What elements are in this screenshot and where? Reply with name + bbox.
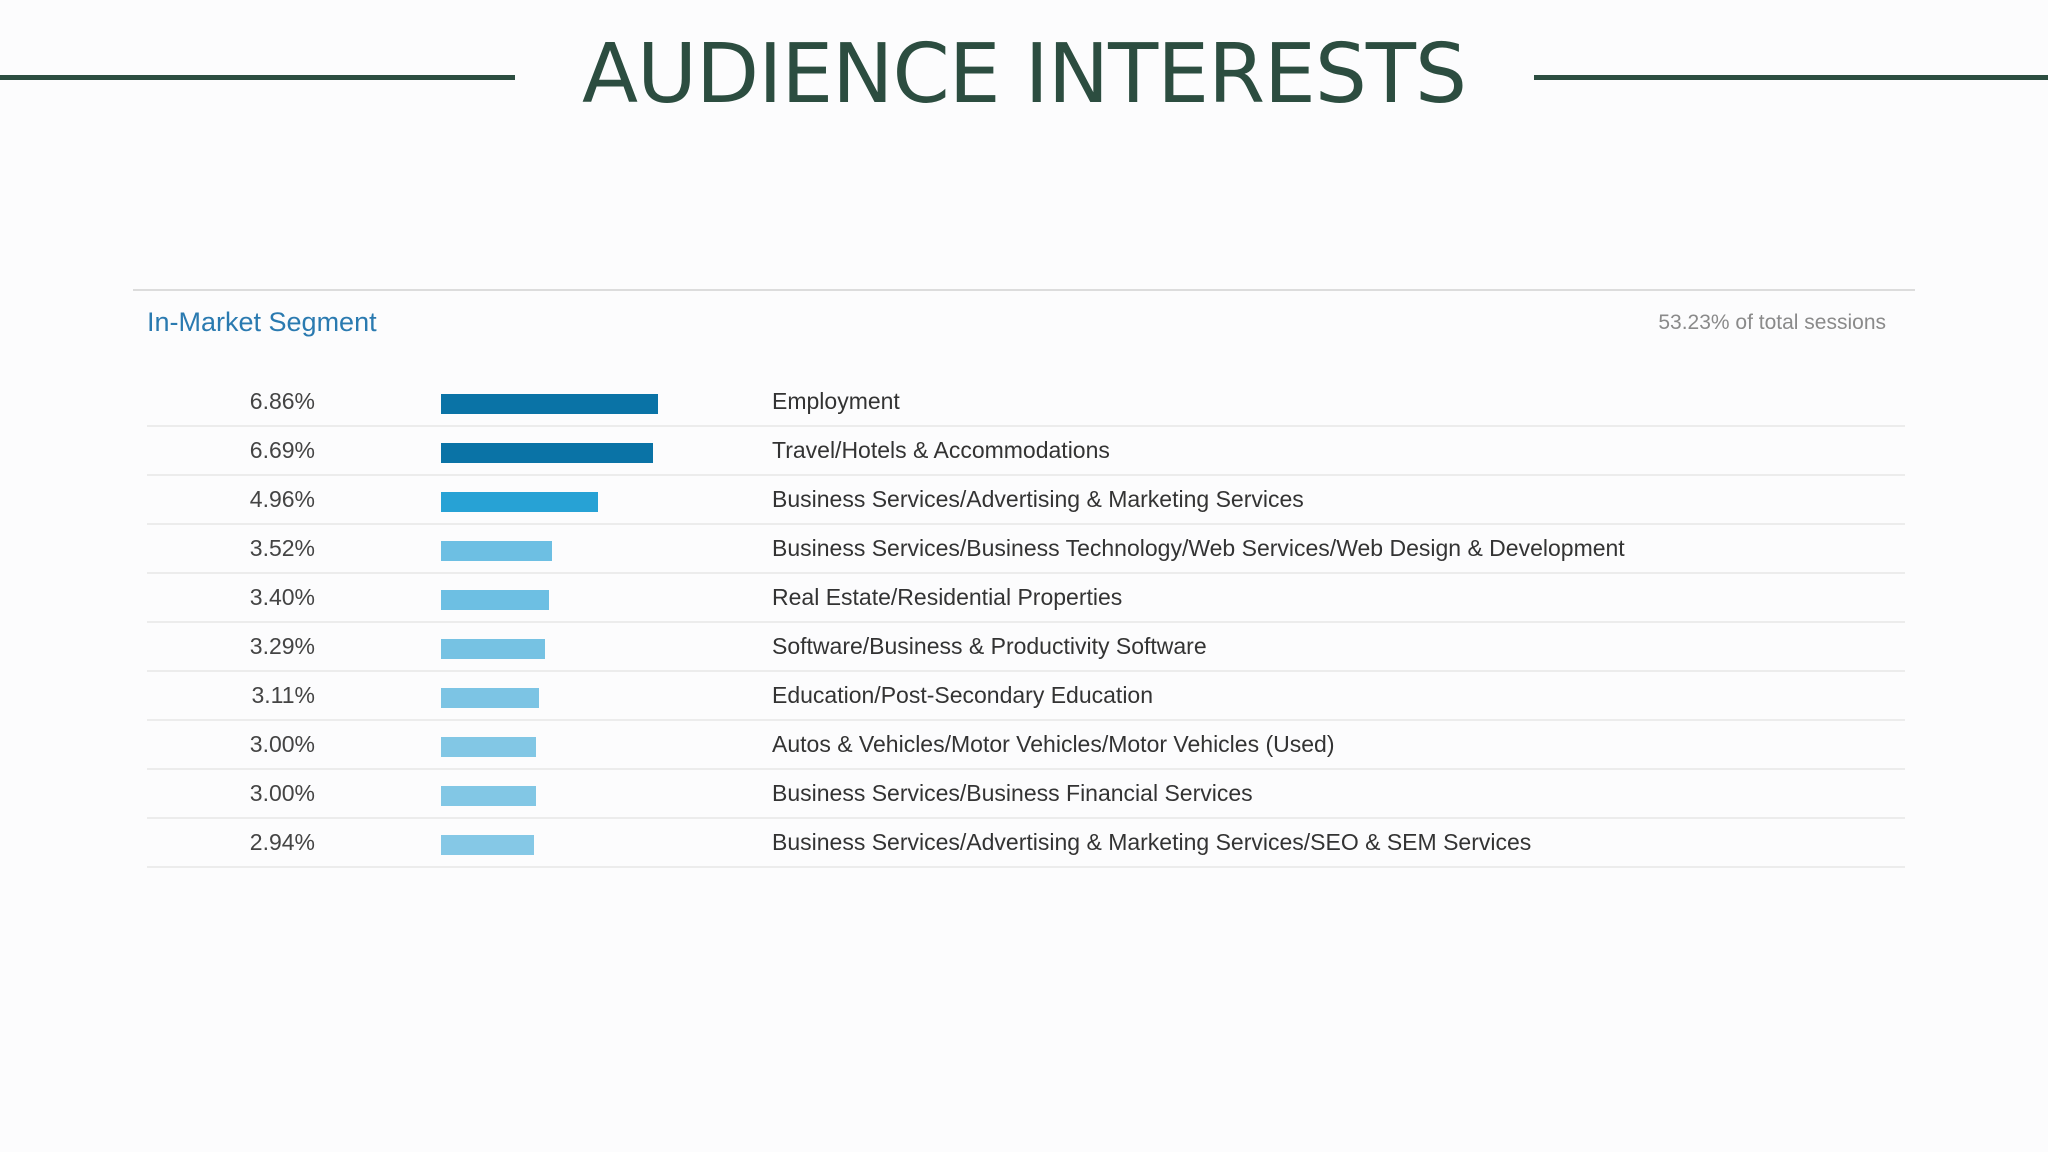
category-label: Business Services/Advertising & Marketin… xyxy=(772,486,1304,512)
segment-rows: 6.86% Employment 6.69% Travel/Hotels & Acco… xyxy=(147,378,1905,868)
value-label: 3.00% xyxy=(249,731,315,757)
table-row: 3.29% Software/Business & Productivity So… xyxy=(147,623,1905,672)
bar xyxy=(441,688,539,708)
bar xyxy=(441,835,534,855)
table-row: 3.52% Business Services/Business Technolo… xyxy=(147,525,1905,574)
value-label: 3.52% xyxy=(249,535,315,561)
category-label: Business Services/Business Financial Ser… xyxy=(772,780,1253,806)
table-row: 6.86% Employment xyxy=(147,378,1905,427)
page-title: AUDIENCE INTERESTS xyxy=(581,27,1467,122)
table-row: 3.00% Business Services/Business Financia… xyxy=(147,770,1905,819)
category-label: Business Services/Business Technology/We… xyxy=(772,535,1625,561)
category-label: Real Estate/Residential Properties xyxy=(772,584,1123,610)
bar xyxy=(441,541,552,561)
table-row: 4.96% Business Services/Advertising & Mar… xyxy=(147,476,1905,525)
bar xyxy=(441,394,658,414)
title-rule-right xyxy=(1534,75,2048,80)
table-row: 6.69% Travel/Hotels & Accommodations xyxy=(147,427,1905,476)
title-rule-left xyxy=(0,75,515,80)
value-label: 3.29% xyxy=(249,633,315,659)
table-row: 3.00% Autos & Vehicles/Motor Vehicles/Mot… xyxy=(147,721,1905,770)
table-row: 3.40% Real Estate/Residential Properties xyxy=(147,574,1905,623)
value-label: 2.94% xyxy=(249,829,315,855)
bar xyxy=(441,737,536,757)
table-row: 2.94% Business Services/Advertising & Mar… xyxy=(147,819,1905,868)
category-label: Software/Business & Productivity Softwar… xyxy=(772,633,1207,659)
bar xyxy=(441,786,536,806)
category-label: Business Services/Advertising & Marketin… xyxy=(772,829,1532,855)
category-label: Travel/Hotels & Accommodations xyxy=(772,437,1110,463)
table-row: 3.11% Education/Post-Secondary Education xyxy=(147,672,1905,721)
bar xyxy=(441,639,545,659)
bar xyxy=(441,492,598,512)
category-label: Employment xyxy=(772,388,900,414)
chart-title: In-Market Segment xyxy=(147,307,377,337)
value-label: 6.69% xyxy=(249,437,315,463)
bar xyxy=(441,590,549,610)
chart-subtitle: 53.23% of total sessions xyxy=(1658,311,1886,334)
bar xyxy=(441,443,653,463)
category-label: Education/Post-Secondary Education xyxy=(772,682,1154,708)
value-label: 3.40% xyxy=(249,584,315,610)
value-label: 3.00% xyxy=(249,780,315,806)
value-label: 4.96% xyxy=(249,486,315,512)
in-market-segment-panel: In-Market Segment 53.23% of total sessio… xyxy=(133,289,1915,869)
panel-divider xyxy=(133,289,1915,291)
category-label: Autos & Vehicles/Motor Vehicles/Motor Ve… xyxy=(772,731,1335,757)
value-label: 3.11% xyxy=(251,682,315,708)
value-label: 6.86% xyxy=(249,388,315,414)
